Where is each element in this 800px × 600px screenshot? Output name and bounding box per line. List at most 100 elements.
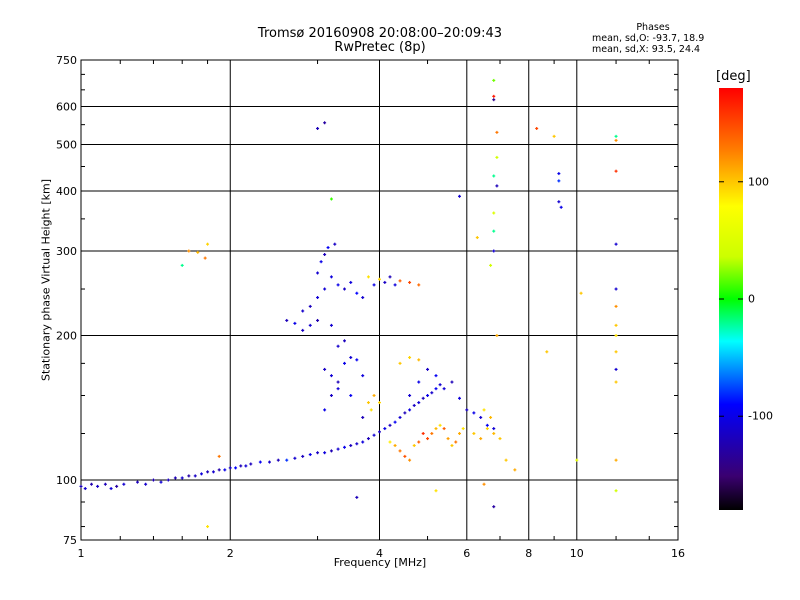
data-point: [492, 505, 496, 509]
data-point: [308, 304, 312, 308]
data-point: [329, 275, 333, 279]
data-point: [492, 174, 496, 178]
data-point: [472, 411, 476, 415]
x-tick-label: 6: [463, 547, 470, 560]
data-point: [408, 458, 412, 462]
data-point: [180, 263, 184, 267]
data-point: [366, 401, 370, 405]
data-point: [430, 432, 434, 436]
data-point: [417, 401, 421, 405]
data-point: [614, 169, 618, 173]
data-point: [151, 478, 155, 482]
data-point: [301, 328, 305, 332]
data-point: [333, 242, 337, 246]
data-point: [614, 134, 618, 138]
data-point: [454, 440, 458, 444]
y-tick-label: 500: [56, 139, 77, 152]
data-point: [450, 380, 454, 384]
data-point: [329, 197, 333, 201]
data-point: [244, 464, 248, 468]
data-point: [378, 430, 381, 434]
data-point: [276, 458, 280, 462]
data-point: [492, 94, 496, 98]
data-point: [398, 449, 402, 453]
data-point: [323, 367, 327, 371]
data-point: [557, 172, 561, 176]
data-point: [122, 482, 126, 486]
data-point: [408, 280, 412, 284]
data-point: [438, 423, 442, 427]
data-point: [383, 280, 387, 284]
data-point: [450, 444, 454, 448]
data-point: [187, 249, 191, 253]
data-point: [308, 453, 312, 457]
data-point: [378, 277, 381, 281]
data-point: [323, 287, 327, 291]
data-point: [408, 408, 412, 412]
colorbar-tick-label: 100: [748, 175, 769, 189]
data-point: [393, 444, 397, 448]
data-point: [96, 484, 100, 488]
data-point: [323, 253, 327, 257]
data-point: [442, 387, 446, 391]
data-point: [249, 462, 253, 466]
data-point: [293, 321, 297, 325]
data-point: [293, 456, 297, 460]
data-point: [559, 205, 563, 209]
data-point: [343, 287, 347, 291]
data-point: [417, 358, 421, 362]
data-point: [223, 468, 227, 472]
data-point: [316, 318, 320, 322]
data-point: [393, 283, 397, 287]
data-point: [442, 427, 446, 431]
data-point: [316, 126, 320, 130]
colorbar-ticks: [719, 181, 743, 417]
data-point: [366, 275, 370, 279]
data-point: [434, 387, 438, 391]
y-tick-label: 75: [63, 534, 77, 547]
data-point: [398, 361, 402, 365]
data-point: [383, 427, 387, 431]
data-point: [301, 309, 305, 313]
data-point: [614, 287, 618, 291]
data-point: [412, 444, 416, 448]
data-point: [513, 468, 517, 472]
data-point: [458, 396, 462, 400]
data-point: [211, 470, 215, 474]
data-point: [355, 495, 359, 499]
data-point: [495, 184, 499, 188]
data-point: [575, 458, 579, 462]
data-point: [369, 408, 373, 412]
y-tick-label: 100: [56, 474, 77, 487]
data-point: [349, 444, 353, 448]
data-point: [316, 451, 320, 455]
phases-legend: Phases mean, sd,O: -93.7, 18.9 mean, sd,…: [592, 22, 714, 55]
data-point: [159, 480, 163, 484]
data-point: [336, 380, 340, 384]
y-tick-label: 400: [56, 185, 77, 198]
data-point: [421, 432, 425, 436]
data-point: [504, 458, 508, 462]
data-point: [388, 275, 392, 279]
data-point: [434, 427, 438, 431]
data-point: [203, 256, 207, 260]
y-axis-label: Stationary phase Virtual Height [km]: [39, 178, 53, 382]
data-point: [495, 130, 499, 134]
data-point: [465, 408, 469, 412]
x-tick-label: 2: [227, 547, 234, 560]
data-point: [545, 350, 549, 354]
data-point: [361, 374, 365, 378]
data-point: [614, 367, 618, 371]
data-point: [446, 437, 450, 441]
data-point: [285, 318, 289, 322]
data-point: [173, 476, 177, 480]
data-point: [475, 236, 479, 240]
data-point: [355, 442, 359, 446]
data-point: [187, 474, 191, 478]
data-point: [388, 440, 392, 444]
data-point: [258, 460, 262, 464]
data-point: [461, 427, 465, 431]
data-point: [199, 472, 203, 476]
data-point: [83, 487, 87, 491]
colorbar-tick-label: 0: [748, 292, 755, 306]
